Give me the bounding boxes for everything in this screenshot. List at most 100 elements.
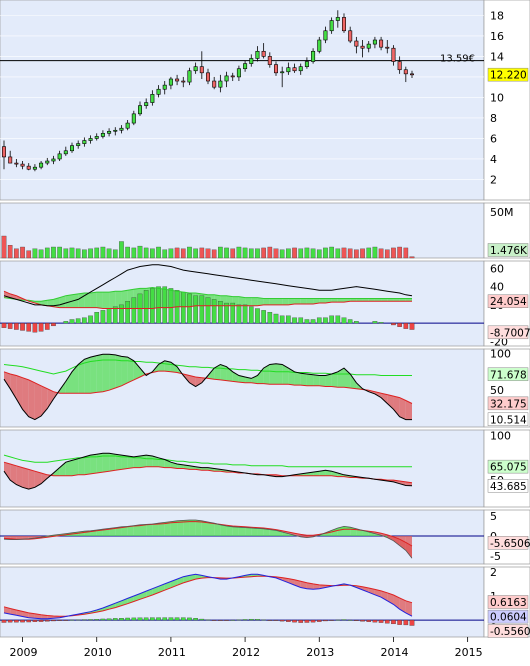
osc3-tick-label: -5	[490, 550, 501, 563]
candle	[206, 72, 211, 82]
momentum-fill	[102, 292, 110, 309]
osc2-fill	[65, 460, 72, 476]
price-tick-label: 2	[490, 173, 497, 186]
osc2-fill	[319, 470, 326, 476]
macd-bar	[193, 618, 198, 621]
volume-bar	[51, 246, 56, 259]
osc1-fill	[4, 371, 11, 389]
candle	[51, 158, 56, 162]
momentum-bar	[224, 302, 229, 324]
osc1-green-line	[3, 359, 412, 376]
osc1-fill	[282, 364, 289, 385]
volume-bar	[187, 246, 192, 259]
volume-bar	[162, 249, 168, 259]
momentum-bar	[106, 308, 112, 324]
osc1-tick-label: 100	[490, 347, 511, 360]
candle	[379, 39, 384, 48]
volume-bar	[354, 249, 359, 259]
volume-bar	[82, 249, 87, 259]
candle	[70, 145, 75, 152]
volume-bar	[1, 235, 7, 259]
momentum-bar	[248, 306, 254, 324]
momentum-last-value-1: 24.054	[490, 296, 527, 308]
osc3-last-value-bg	[487, 536, 529, 550]
momentum-bar	[335, 315, 341, 324]
macd-bar	[248, 618, 254, 621]
candle	[144, 102, 149, 106]
candle	[243, 63, 248, 70]
momentum-fill	[78, 292, 85, 308]
osc3-area	[245, 527, 252, 536]
macd-fill	[16, 609, 23, 617]
osc2-fill	[59, 462, 66, 476]
osc2-black-line	[3, 452, 413, 490]
macd-bar	[44, 619, 50, 622]
momentum-fill	[269, 298, 276, 305]
macd-bar	[26, 619, 32, 623]
volume-bar	[112, 249, 118, 259]
osc1-fill	[133, 360, 140, 380]
x-axis-label: 2014	[380, 646, 408, 659]
macd-fill	[405, 600, 412, 617]
volume-bar	[174, 247, 180, 259]
osc3-area	[140, 524, 147, 536]
momentum-bar	[100, 310, 106, 324]
macd-bar	[112, 618, 118, 621]
x-axis-label: 2011	[158, 646, 186, 659]
osc3-area	[152, 523, 159, 536]
momentum-fill	[405, 298, 412, 302]
osc1-fill	[34, 382, 42, 420]
osc3-area	[170, 520, 178, 536]
candle	[57, 153, 62, 160]
volume-bar	[168, 248, 174, 259]
osc1-fill	[109, 354, 116, 391]
osc3-area	[368, 532, 375, 536]
osc1-last-value-2: 32.175	[490, 398, 527, 410]
macd-bar	[224, 619, 229, 621]
momentum-bar	[354, 321, 359, 324]
momentum-bar	[391, 323, 396, 326]
volume-bar	[360, 248, 365, 259]
macd-fill	[4, 606, 11, 615]
price-last-value: 12.220	[490, 70, 527, 82]
momentum-fill	[368, 298, 375, 302]
momentum-bar	[125, 301, 130, 324]
macd-bar	[384, 619, 390, 624]
price-tick-label: 14	[490, 50, 504, 63]
candle	[187, 70, 192, 83]
volume-bar	[335, 248, 341, 259]
macd-bar	[409, 619, 415, 626]
momentum-bar	[341, 317, 347, 324]
osc3-area	[133, 524, 140, 536]
volume-bar	[255, 248, 260, 259]
momentum-tick-label: 60	[490, 262, 504, 275]
macd-bar	[304, 619, 310, 623]
volume-last-value: 1.476K	[490, 245, 528, 257]
momentum-bar	[150, 288, 155, 324]
osc3-black-line	[3, 519, 413, 559]
momentum-fill	[300, 298, 307, 304]
momentum-bar	[44, 323, 50, 330]
osc1-fill	[121, 356, 128, 386]
osc2-fill	[158, 457, 165, 468]
candle	[39, 162, 44, 168]
x-axis-label: 2009	[10, 646, 38, 659]
osc1-fill	[325, 374, 332, 387]
volume-bar	[310, 248, 316, 259]
x-axis-label: 2013	[306, 646, 334, 659]
momentum-fill	[65, 294, 72, 308]
osc3-area	[115, 526, 122, 536]
osc2-fill	[325, 470, 332, 476]
macd-fill	[393, 595, 400, 610]
momentum-bar	[286, 315, 291, 324]
candle	[391, 47, 396, 62]
momentum-bar	[162, 286, 168, 324]
osc2-fill	[133, 455, 140, 468]
candle	[224, 75, 229, 82]
macd-last-value-1-bg	[487, 595, 529, 609]
momentum-fill	[109, 291, 116, 309]
candle	[168, 78, 173, 86]
volume-bar	[391, 247, 396, 259]
osc2-fill	[109, 453, 116, 472]
candle	[304, 61, 309, 67]
